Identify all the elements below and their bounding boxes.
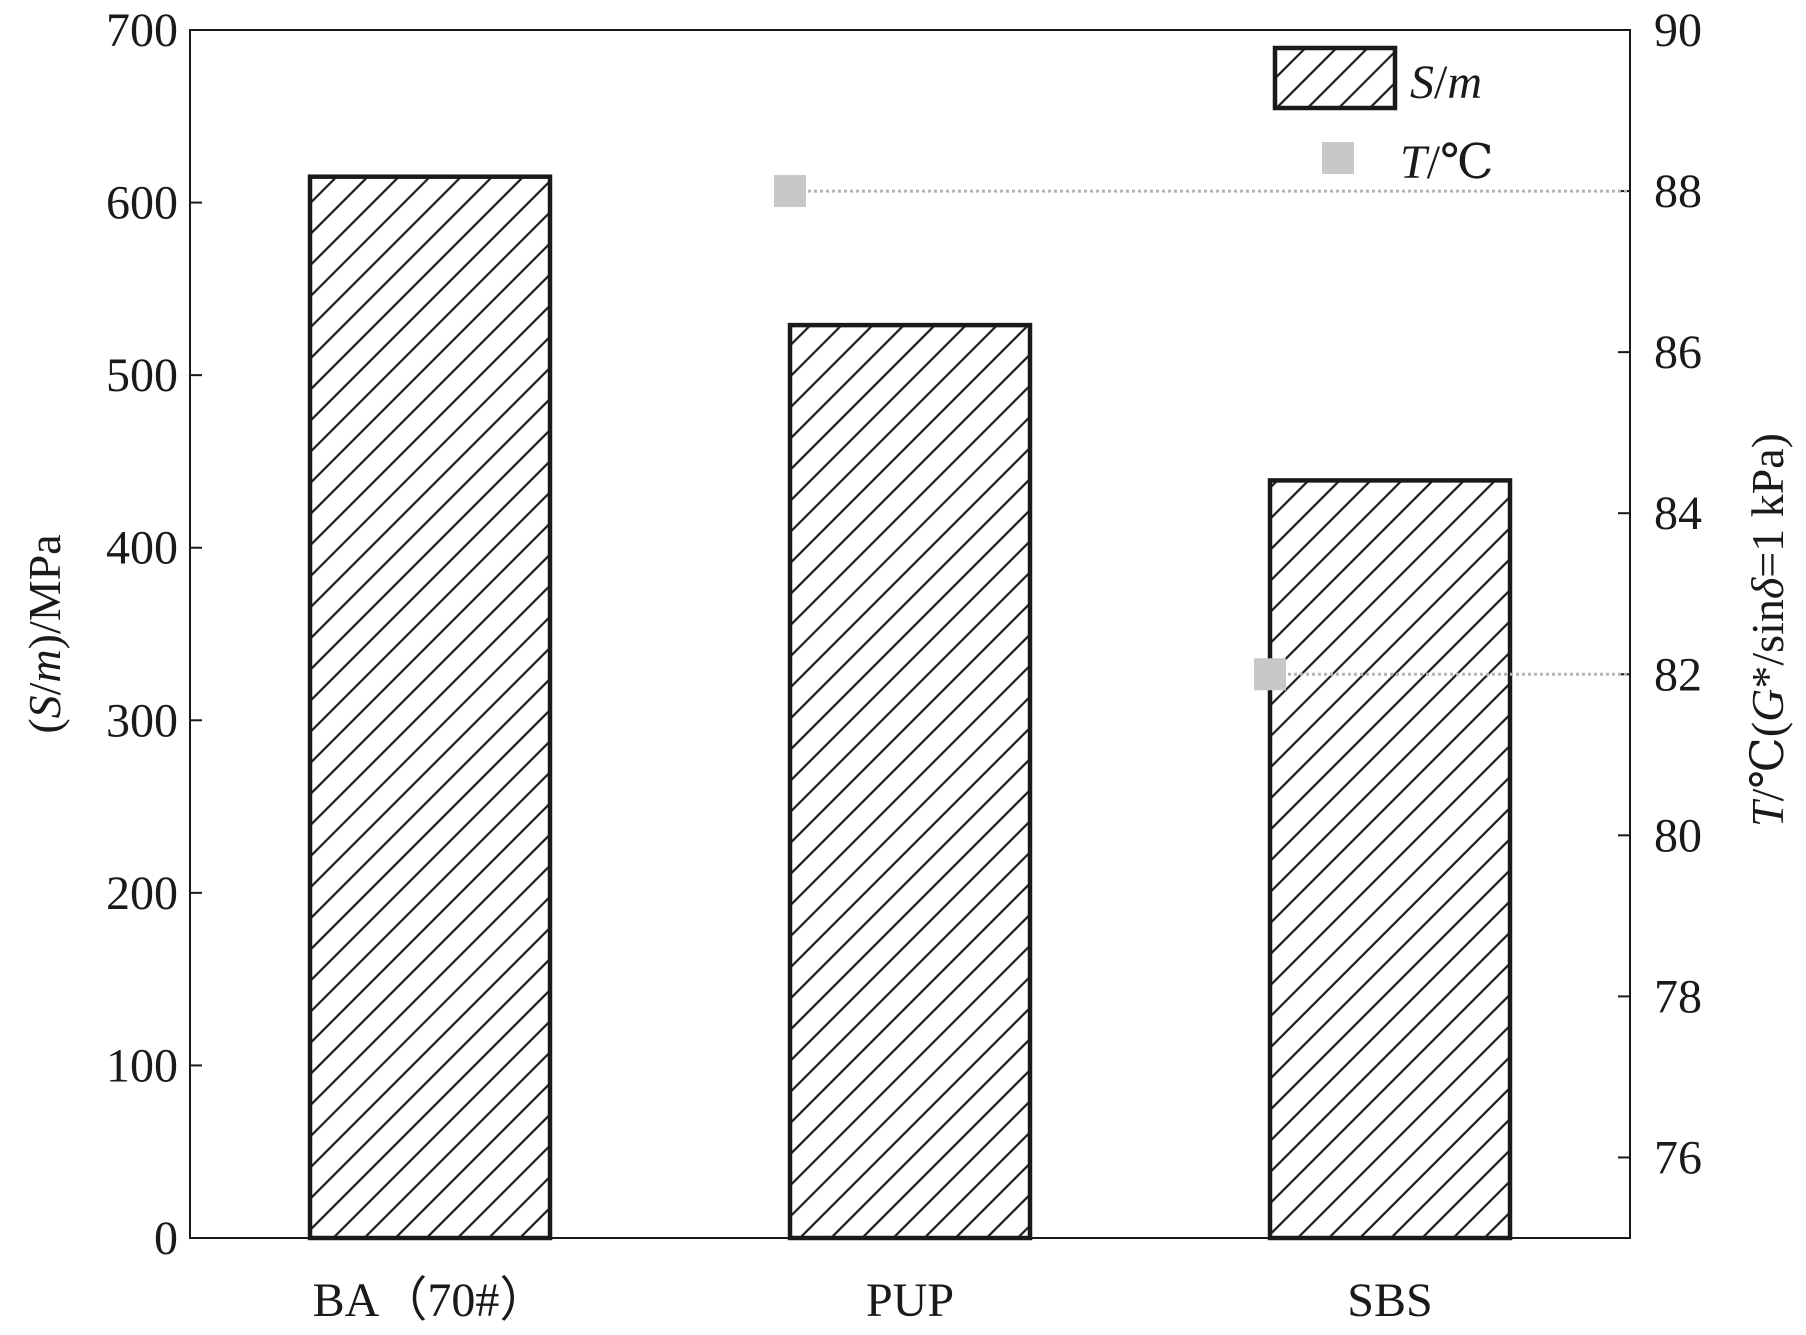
left-tick-label: 500 xyxy=(106,349,178,402)
left-tick-label: 700 xyxy=(106,4,178,57)
right-tick-label: 80 xyxy=(1654,809,1702,862)
label-part: S xyxy=(19,695,70,718)
left-tick-label: 200 xyxy=(106,867,178,920)
bar-3 xyxy=(1267,478,1513,1241)
label-part: =1 kPa) xyxy=(1742,433,1793,578)
label-part: /℃ xyxy=(1427,136,1494,189)
left-tick-label: 600 xyxy=(106,177,178,230)
right-tick-label: 90 xyxy=(1654,4,1702,57)
label-part: */sin xyxy=(1742,599,1793,688)
legend: S/mT/℃ xyxy=(1272,45,1494,189)
right-tick-label: 88 xyxy=(1654,165,1702,218)
label-part: / xyxy=(1434,56,1448,109)
label-part: T xyxy=(1742,798,1793,827)
label-part: G xyxy=(1742,689,1793,722)
legend-swatch-bar xyxy=(1272,45,1398,111)
right-tick-label: 82 xyxy=(1654,648,1702,701)
right-axis-title: T/℃(G*/sinδ=1 kPa) xyxy=(1742,433,1793,827)
category-label: PUP xyxy=(866,1274,954,1327)
label-part: T xyxy=(1400,136,1430,189)
left-tick-label: 0 xyxy=(154,1212,178,1265)
right-tick-label: 86 xyxy=(1654,326,1702,379)
label-part: m xyxy=(1447,56,1482,109)
temperature-marker-3 xyxy=(1254,658,1286,691)
label-part: )/MPa xyxy=(19,534,70,649)
left-tick-label: 400 xyxy=(106,522,178,575)
category-label: BA（70#） xyxy=(313,1274,548,1327)
label-part: /℃( xyxy=(1742,722,1793,802)
left-axis-title: (S/m)/MPa xyxy=(19,534,70,733)
right-tick-label: 84 xyxy=(1654,487,1702,540)
temperature-marker-2 xyxy=(774,175,806,208)
label-part: ( xyxy=(19,718,70,733)
label-part: δ xyxy=(1742,577,1793,599)
label-part: m xyxy=(19,649,70,682)
category-label: SBS xyxy=(1347,1274,1432,1327)
right-tick-label: 76 xyxy=(1654,1131,1702,1184)
bar-1 xyxy=(307,174,553,1241)
bar-2 xyxy=(787,322,1033,1241)
plot-area: 0 100 200 300 400 500 600 700 76 78 80 82 84 86 88 90 BA… xyxy=(19,4,1793,1327)
right-tick-label: 78 xyxy=(1654,970,1702,1023)
legend-label-marker: T/℃ xyxy=(1400,136,1494,189)
label-part: / xyxy=(19,682,70,695)
left-tick-label: 300 xyxy=(106,694,178,747)
left-tick-label: 100 xyxy=(106,1039,178,1092)
legend-swatch-marker xyxy=(1322,142,1354,174)
legend-label-bars: S/m xyxy=(1410,56,1482,109)
label-part: S xyxy=(1410,56,1434,109)
